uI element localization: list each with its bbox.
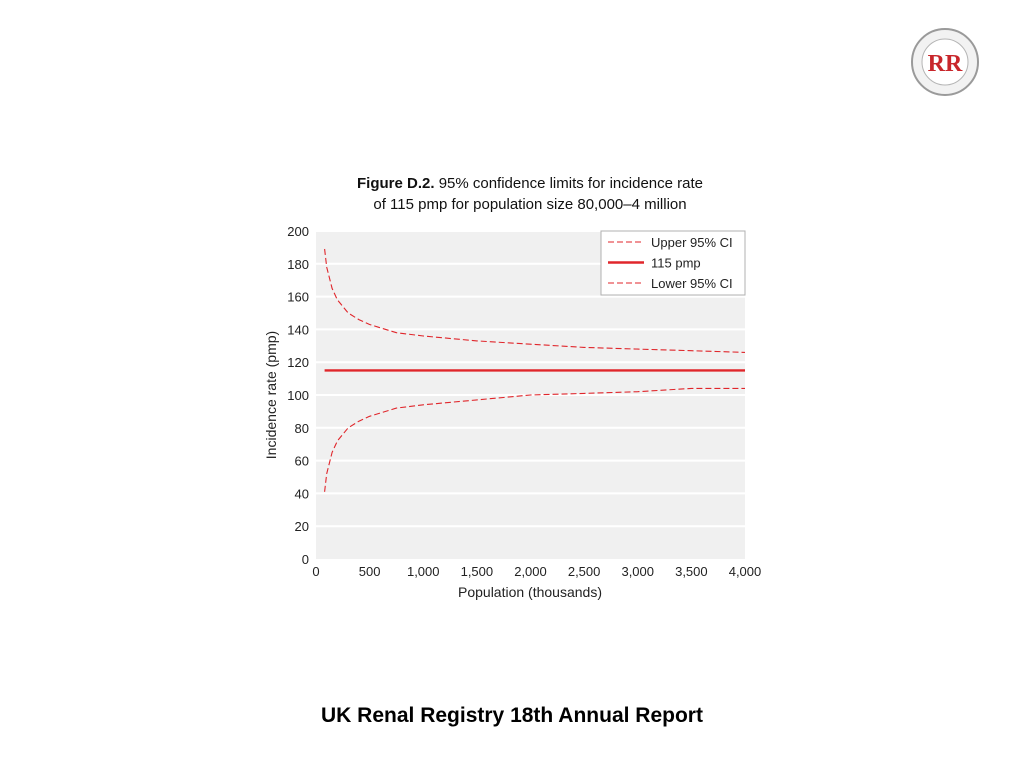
figure-label: Figure D.2. <box>357 175 435 192</box>
x-tick-label: 1,000 <box>407 564 440 579</box>
chart-legend: Upper 95% CI 115 pmp Lower 95% CI <box>600 230 746 296</box>
logo-monogram: RR <box>928 51 963 77</box>
y-tick-label: 100 <box>287 388 309 403</box>
x-tick-label: 3,500 <box>675 564 708 579</box>
series-line-2 <box>324 387 745 492</box>
y-tick-label: 0 <box>302 552 309 567</box>
x-tick-label: 500 <box>359 564 381 579</box>
y-tick-label: 120 <box>287 355 309 370</box>
y-tick-label: 140 <box>287 322 309 337</box>
legend-label-0: Upper 95% CI <box>651 235 733 250</box>
x-axis-ticks: 0 500 1,000 1,500 2,000 2,500 3,000 3,500 4,000 <box>312 564 761 579</box>
figure-caption: Figure D.2. 95% confidence limits for in… <box>280 173 780 215</box>
x-tick-label: 0 <box>312 564 319 579</box>
x-axis-title: Population (thousands) <box>458 584 602 600</box>
legend-label-1: 115 pmp <box>651 256 701 271</box>
x-tick-label: 2,000 <box>514 564 547 579</box>
y-tick-label: 180 <box>287 257 309 272</box>
y-tick-label: 160 <box>287 290 309 305</box>
y-axis-ticks: 0 20 40 60 80 100 120 140 160 180 200 <box>287 224 309 567</box>
x-tick-label: 2,500 <box>568 564 601 579</box>
y-axis-title: Incidence rate (pmp) <box>263 331 279 459</box>
x-tick-label: 4,000 <box>729 564 762 579</box>
series-lines <box>324 248 746 492</box>
y-tick-label: 80 <box>295 421 309 436</box>
figure-caption-line1: 95% confidence limits for incidence rate <box>438 175 703 192</box>
x-tick-label: 1,500 <box>461 564 494 579</box>
report-title: UK Renal Registry 18th Annual Report <box>321 704 703 727</box>
x-tick-label: 3,000 <box>621 564 654 579</box>
figure-caption-line2: of 115 pmp for population size 80,000–4 … <box>373 196 687 213</box>
renal-association-seal-icon: RR <box>911 28 979 96</box>
y-tick-label: 200 <box>287 224 309 239</box>
series-line-0 <box>324 248 746 353</box>
y-tick-label: 60 <box>295 454 309 469</box>
legend-label-2: Lower 95% CI <box>651 276 733 291</box>
y-tick-label: 20 <box>295 519 309 534</box>
y-tick-label: 40 <box>295 486 309 501</box>
